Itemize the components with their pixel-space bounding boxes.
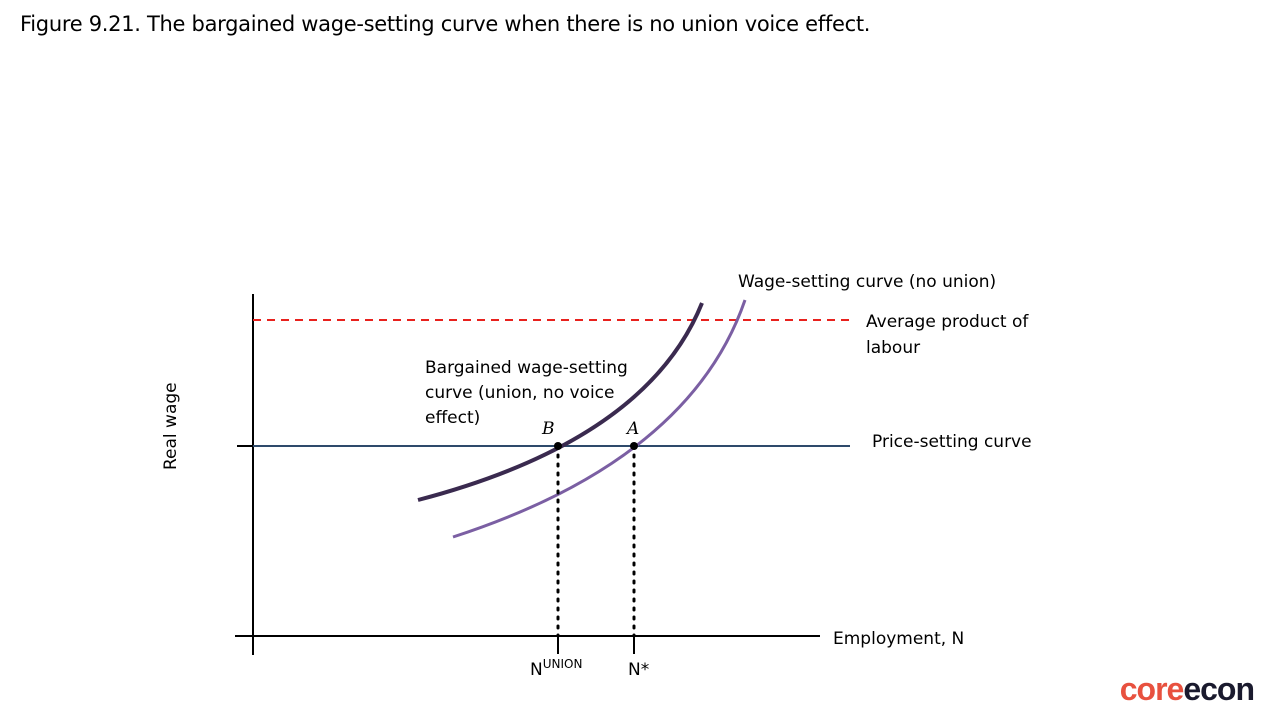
point-b-label: B [541,419,555,439]
n-union-base: N [530,660,543,680]
wage-setting-label: Wage-setting curve (no union) [738,272,996,292]
average-product-label-1: Average product of [866,312,1029,332]
point-b [554,442,562,450]
bargained-label-1: Bargained wage-setting [425,358,628,378]
y-axis-label: Real wage [161,382,181,470]
n-union-tick-label: NUNION [530,657,582,680]
bargained-wage-setting-curve [417,302,704,502]
average-product-label-2: labour [866,338,920,358]
bargained-label-2: curve (union, no voice [425,383,615,403]
n-union-sup: UNION [543,657,583,671]
x-axis-label: Employment, N [833,629,964,649]
bargained-label-3: effect) [425,408,480,428]
wage-setting-curve [452,299,747,539]
logo-econ: econ [1183,671,1255,707]
logo-core: core [1119,671,1185,707]
figure-caption: Figure 9.21. The bargained wage-setting … [20,12,871,36]
n-star-tick-label: N* [628,660,649,680]
price-setting-label: Price-setting curve [872,432,1032,452]
point-a [630,442,638,450]
point-a-label: A [625,419,639,439]
coreecon-logo: coreecon [1119,671,1255,708]
